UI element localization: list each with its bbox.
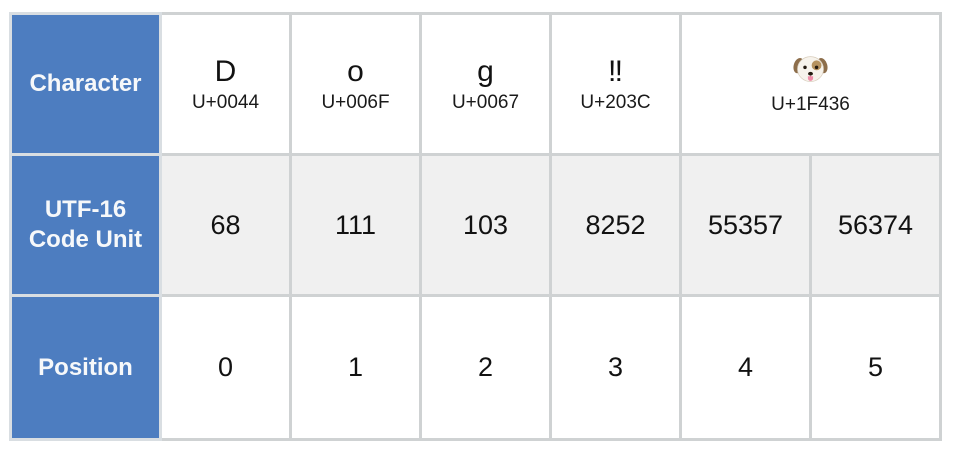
position-value: 1 (347, 352, 364, 382)
codepoint-label: U+0044 (191, 91, 260, 113)
position-value: 5 (867, 352, 884, 382)
position-value: 0 (217, 352, 234, 382)
position-cell: 4 (679, 294, 812, 441)
codepoint-label: U+203C (580, 91, 651, 113)
code-unit-cell: 111 (289, 153, 422, 297)
position-row-header: Position (9, 294, 162, 441)
code-unit-cell: 8252 (549, 153, 682, 297)
character-cell-dog-emoji: U+1F436 (679, 12, 942, 156)
codepoint-label: U+1F436 (771, 94, 850, 116)
char-glyph: o (347, 54, 364, 88)
position-cell: 0 (159, 294, 292, 441)
position-cell: 2 (419, 294, 552, 441)
dog-face-emoji (792, 50, 829, 92)
character-cell-g: g U+0067 (419, 12, 552, 156)
position-value: 2 (477, 352, 494, 382)
code-unit-value: 111 (334, 209, 377, 240)
code-unit-cell: 68 (159, 153, 292, 297)
code-unit-cell: 103 (419, 153, 552, 297)
code-unit-cell: 55357 (679, 153, 812, 297)
code-unit-value: 56374 (837, 209, 914, 240)
position-cell: 1 (289, 294, 422, 441)
code-unit-value: 8252 (585, 209, 646, 240)
position-value: 3 (607, 352, 624, 382)
position-cell: 3 (549, 294, 682, 441)
char-glyph: D (214, 54, 237, 88)
character-row-header: Character (9, 12, 162, 156)
code-unit-value: 103 (462, 209, 509, 240)
utf16-table: Character D U+0044 o U+006F g U+0067 ‼ U… (9, 12, 942, 441)
position-row: Position 0 1 2 3 4 5 (9, 294, 942, 441)
position-value: 4 (737, 352, 754, 382)
code-unit-value: 68 (210, 209, 241, 240)
codepoint-label: U+006F (321, 91, 390, 113)
character-cell-d: D U+0044 (159, 12, 292, 156)
character-cell-doubleexclaim: ‼ U+203C (549, 12, 682, 156)
code-unit-cell: 56374 (809, 153, 942, 297)
char-glyph: g (477, 54, 494, 88)
code-unit-value: 55357 (707, 209, 784, 240)
position-cell: 5 (809, 294, 942, 441)
utf16-code-unit-row: UTF-16 Code Unit 68 111 103 8252 55357 5… (9, 153, 942, 297)
character-row: Character D U+0044 o U+006F g U+0067 ‼ U… (9, 12, 942, 156)
character-cell-o: o U+006F (289, 12, 422, 156)
codepoint-label: U+0067 (451, 91, 520, 113)
char-glyph: ‼ (608, 54, 623, 88)
utf16-row-header: UTF-16 Code Unit (9, 153, 162, 297)
